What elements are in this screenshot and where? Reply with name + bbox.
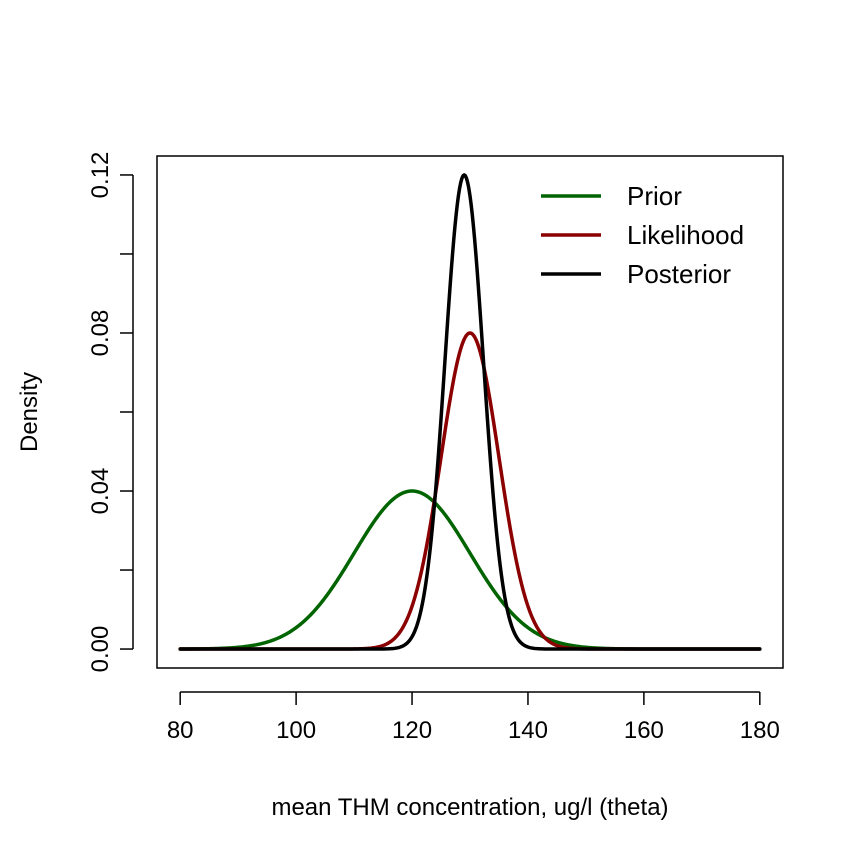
y-tick-label: 0.00	[87, 626, 114, 673]
legend-label: Likelihood	[627, 220, 744, 250]
y-tick-label: 0.08	[87, 310, 114, 357]
x-tick-label: 140	[508, 717, 548, 744]
y-tick-label: 0.04	[87, 468, 114, 515]
series-lines	[178, 173, 762, 651]
series-line-prior	[178, 489, 762, 651]
x-tick-label: 160	[624, 717, 664, 744]
y-axis-label: Density	[16, 372, 43, 452]
plot-frame	[156, 155, 784, 669]
x-tick-label: 100	[276, 717, 316, 744]
x-tick-label: 80	[167, 717, 194, 744]
x-tick-label: 120	[392, 717, 432, 744]
x-axis-label: mean THM concentration, ug/l (theta)	[271, 794, 668, 821]
y-axis: 0.00 0.04 0.08 0.12	[87, 152, 134, 673]
y-tick-label: 0.12	[87, 152, 114, 199]
x-tick-label: 180	[740, 717, 780, 744]
legend: Prior Likelihood Posterior	[541, 181, 744, 289]
legend-label: Posterior	[627, 259, 731, 289]
series-line-posterior	[178, 173, 762, 651]
legend-label: Prior	[627, 181, 682, 211]
series-line-likelihood	[178, 331, 762, 651]
x-axis: 80 100 120 140 160 180	[167, 691, 780, 744]
